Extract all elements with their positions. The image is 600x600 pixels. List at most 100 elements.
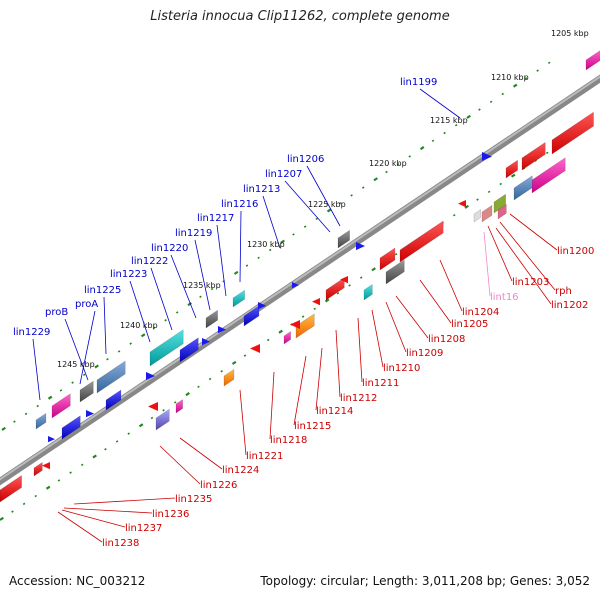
reverse-leader-line (509, 213, 558, 251)
tick-mark (464, 204, 469, 209)
forward-leader-line (306, 165, 341, 227)
tick-mark (22, 502, 26, 506)
reverse-gene-label: lin1214 (316, 406, 353, 417)
tick-mark (36, 404, 39, 408)
reverse-gene (497, 203, 507, 220)
forward-gene (505, 159, 518, 179)
reverse-leader-line (61, 509, 126, 528)
tick-mark (0, 516, 4, 521)
tick-mark (292, 233, 295, 236)
forward-leader-line (150, 267, 173, 331)
reverse-gene-arrow (290, 320, 300, 329)
tick-mark (127, 432, 130, 435)
tick-mark (476, 198, 479, 201)
forward-gene-arrow (292, 282, 299, 289)
tick-mark (185, 392, 190, 397)
tick-mark (510, 173, 516, 178)
tick-mark (152, 326, 156, 330)
reverse-gene (295, 313, 315, 339)
tick-mark (69, 471, 72, 474)
tick-mark (162, 409, 165, 412)
forward-gene (51, 393, 71, 419)
forward-gene (179, 337, 199, 363)
forward-gene-label: lin1199 (400, 77, 437, 88)
forward-gene-label: lin1213 (243, 184, 280, 195)
tick-mark (278, 329, 283, 334)
forward-gene-arrow (86, 410, 94, 418)
forward-gene (35, 412, 47, 430)
tick-mark (371, 267, 376, 272)
reverse-gene-label: lin1211 (362, 378, 399, 389)
reverse-leader-line (63, 507, 153, 514)
reverse-gene-arrow (42, 462, 50, 470)
reverse-leader-line (495, 227, 552, 305)
tick-mark (115, 440, 119, 443)
reverse-gene (33, 461, 43, 477)
forward-leader-line (32, 338, 41, 401)
tick-mark (373, 177, 378, 182)
forward-gene-label: lin1216 (221, 199, 258, 210)
tick-mark (338, 201, 342, 205)
reverse-gene-label: lin1237 (125, 523, 162, 534)
forward-leader-line (170, 254, 197, 319)
reverse-gene-label: lin1200 (557, 246, 594, 257)
reverse-gene-label: lin1218 (270, 435, 307, 446)
tick-mark (326, 208, 332, 213)
forward-gene-label: proA (75, 299, 98, 310)
reverse-gene-label: lin1215 (294, 421, 331, 432)
scale-label: 1205 kbp (551, 29, 589, 38)
reverse-gene-label: lin1226 (200, 480, 237, 491)
tick-mark (231, 360, 237, 365)
forward-gene (337, 229, 350, 249)
reverse-gene-label: lin1212 (340, 393, 377, 404)
tick-mark (164, 319, 167, 322)
tick-mark (150, 416, 154, 420)
footer-summary: Topology: circular; Length: 3,011,208 bp… (260, 574, 590, 588)
tick-mark (47, 395, 53, 400)
forward-leader-line (419, 88, 461, 119)
tick-mark (315, 217, 318, 221)
reverse-leader-line (439, 259, 463, 312)
reverse-gene-label: lin1208 (428, 334, 465, 345)
forward-gene (105, 389, 122, 411)
tick-mark (454, 123, 458, 127)
tick-mark (361, 186, 365, 189)
tick-mark (104, 448, 107, 451)
reverse-gene (175, 399, 183, 414)
tick-mark (313, 307, 316, 311)
reverse-leader-line (371, 309, 384, 368)
forward-gene-label: lin1217 (197, 213, 234, 224)
tick-mark (478, 108, 481, 111)
tick-mark (489, 100, 493, 104)
forward-gene (205, 309, 218, 329)
tick-mark (11, 510, 14, 513)
forward-gene-label: lin1219 (175, 228, 212, 239)
tick-mark (45, 485, 51, 490)
reverse-leader-line (499, 221, 556, 291)
scale-label: 1245 kbp (57, 360, 95, 369)
tick-mark (536, 69, 539, 72)
forward-leader-line (239, 210, 242, 283)
tick-mark (499, 182, 503, 186)
reverse-leader-line (269, 371, 275, 440)
reverse-gene (473, 209, 481, 223)
forward-leader-line (79, 310, 96, 385)
backbone-line (0, 74, 600, 486)
tick-mark (34, 494, 37, 498)
tick-mark (336, 291, 340, 295)
forward-gene-label: lin1220 (151, 243, 188, 254)
scale-label: 1215 kbp (430, 116, 468, 125)
forward-gene (79, 380, 94, 403)
tick-mark (301, 315, 305, 318)
tick-mark (187, 302, 192, 307)
reverse-leader-line (293, 355, 307, 426)
tick-mark (94, 364, 99, 369)
reverse-leader-line (315, 347, 323, 411)
tick-mark (129, 342, 132, 345)
tick-mark (268, 248, 272, 252)
tick-mark (501, 92, 505, 96)
reverse-leader-line (419, 279, 452, 324)
reverse-gene-label: lin1202 (551, 300, 588, 311)
reverse-gene-label: lin1210 (383, 363, 420, 374)
